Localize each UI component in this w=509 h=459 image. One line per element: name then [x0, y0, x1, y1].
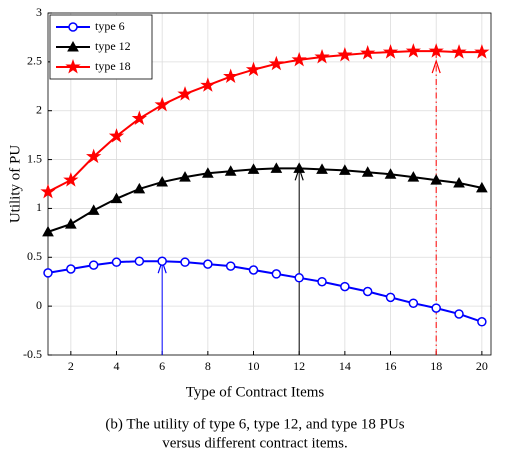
data-point [64, 218, 77, 229]
data-point [316, 163, 328, 174]
arrow-head [431, 59, 441, 74]
y-tick-label: -0.5 [23, 347, 42, 361]
data-point [270, 162, 283, 173]
data-point [337, 46, 353, 62]
data-point [87, 204, 100, 215]
x-tick-label: 18 [430, 359, 442, 373]
data-point [431, 303, 441, 313]
x-tick-label: 6 [159, 359, 165, 373]
data-point [134, 256, 145, 266]
data-point [177, 86, 193, 101]
data-point [43, 268, 53, 278]
caption: (b) The utility of type 6, type 12, and … [105, 416, 404, 432]
x-axis-label: Type of Contract Items [186, 384, 325, 400]
data-point [88, 260, 99, 270]
data-point [477, 317, 487, 327]
data-point [428, 43, 444, 58]
data-point [271, 269, 282, 279]
caption: versus different contract items. [162, 435, 348, 451]
data-point [248, 265, 259, 275]
y-tick-label: 0 [36, 298, 42, 312]
y-axis-label: Utility of PU [7, 145, 23, 224]
data-point [156, 176, 169, 187]
y-tick-label: 1 [36, 200, 42, 214]
data-point [225, 261, 236, 271]
y-tick-label: 2 [36, 102, 42, 116]
data-point [108, 128, 125, 143]
legend-label: type 12 [95, 39, 131, 53]
data-point [385, 292, 396, 303]
y-tick-label: 2.5 [27, 54, 42, 68]
data-point [110, 192, 123, 204]
data-point [384, 168, 397, 179]
data-point [362, 286, 373, 297]
y-tick-label: 1.5 [27, 151, 42, 165]
y-tick-label: 0.5 [27, 249, 42, 263]
data-point [317, 276, 327, 287]
data-point [133, 182, 146, 194]
x-tick-label: 4 [114, 359, 120, 373]
data-point [339, 164, 351, 175]
x-tick-label: 16 [385, 359, 397, 373]
data-point [451, 44, 467, 59]
x-tick-label: 2 [68, 359, 74, 373]
data-point [268, 55, 284, 71]
data-point [408, 298, 419, 308]
data-point [179, 171, 191, 182]
data-point [154, 96, 170, 112]
data-point [360, 45, 376, 60]
data-point [40, 183, 56, 199]
data-point [407, 171, 420, 182]
data-point [224, 165, 237, 176]
data-point [111, 257, 122, 267]
legend-marker [65, 58, 81, 74]
x-tick-label: 20 [476, 359, 488, 373]
legend-marker [68, 22, 78, 32]
data-point [66, 264, 76, 274]
data-point [314, 48, 330, 64]
data-point [430, 174, 443, 185]
data-point [382, 44, 399, 59]
data-point [245, 61, 262, 77]
x-tick-label: 8 [205, 359, 211, 373]
data-point [453, 176, 465, 188]
data-point [454, 309, 464, 319]
data-point [180, 257, 190, 267]
legend-box [49, 14, 153, 80]
data-point [294, 273, 304, 283]
data-point [291, 51, 307, 67]
data-point [200, 77, 216, 92]
data-point [361, 166, 374, 177]
data-point [247, 163, 260, 174]
data-point [86, 148, 102, 164]
x-tick-label: 10 [248, 359, 260, 373]
data-point [131, 110, 147, 126]
legend-label: type 6 [95, 19, 125, 33]
data-point [223, 68, 239, 84]
legend-marker [67, 40, 79, 52]
data-point [405, 43, 421, 58]
data-point [476, 181, 488, 193]
data-point [293, 162, 306, 173]
y-tick-label: 3 [36, 5, 42, 19]
series-line [47, 167, 483, 233]
data-point [203, 259, 213, 269]
data-point [201, 167, 214, 178]
data-point [340, 281, 350, 292]
legend-label: type 18 [95, 59, 131, 73]
x-tick-label: 12 [293, 359, 305, 373]
data-point [157, 256, 167, 266]
data-point [42, 225, 54, 237]
data-point [63, 172, 79, 187]
data-point [474, 44, 490, 59]
x-tick-label: 14 [339, 359, 351, 373]
